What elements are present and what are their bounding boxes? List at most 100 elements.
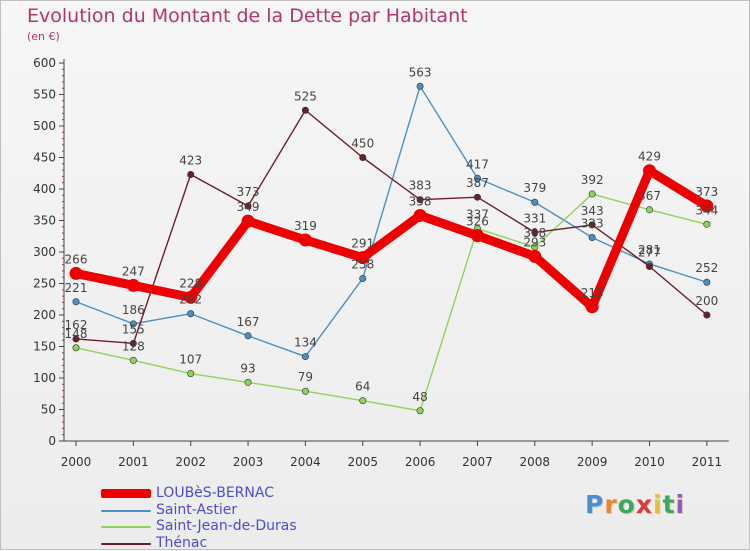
- logo-letter: r: [604, 490, 618, 519]
- data-point: [184, 290, 198, 304]
- data-label: 134: [294, 336, 317, 350]
- data-label: 423: [179, 154, 202, 168]
- series-lines: [69, 82, 714, 415]
- x-tick-label: 2004: [290, 455, 321, 469]
- y-tick-label: 100: [33, 371, 56, 385]
- data-point: [129, 339, 137, 347]
- data-label: 429: [638, 150, 661, 164]
- data-point: [588, 221, 596, 229]
- data-label: 563: [409, 65, 432, 79]
- y-tick-label: 150: [33, 340, 56, 354]
- data-label: 277: [638, 245, 661, 259]
- data-point: [187, 310, 195, 318]
- x-tick-label: 2003: [233, 455, 264, 469]
- data-label: 93: [240, 361, 255, 375]
- data-label: 202: [179, 293, 202, 307]
- legend-swatch: [101, 509, 151, 512]
- data-point: [72, 298, 80, 306]
- data-label: 293: [523, 235, 546, 249]
- x-tick-label: 2005: [347, 455, 378, 469]
- data-point: [588, 234, 596, 242]
- data-label: 383: [409, 179, 432, 193]
- data-label: 373: [237, 185, 260, 199]
- data-label: 213: [581, 286, 604, 300]
- data-point: [645, 262, 653, 270]
- data-label: 337: [466, 208, 489, 222]
- x-tick-label: 2009: [577, 455, 608, 469]
- data-label: 281: [638, 243, 661, 257]
- logo-letter: P: [585, 490, 605, 519]
- data-label: 167: [237, 315, 260, 329]
- data-point: [244, 332, 252, 340]
- data-label: 344: [695, 203, 718, 217]
- data-label: 319: [294, 219, 317, 233]
- data-label: 331: [523, 211, 546, 225]
- data-label: 373: [695, 185, 718, 199]
- series-line: [71, 166, 712, 312]
- data-label: 308: [523, 226, 546, 240]
- data-label: 148: [65, 327, 88, 341]
- y-tick-label: 350: [33, 214, 56, 228]
- y-tick-label: 400: [33, 182, 56, 196]
- data-point: [645, 206, 653, 214]
- data-point: [470, 229, 484, 243]
- data-label: 155: [122, 322, 145, 336]
- data-point: [359, 154, 367, 162]
- logo-letter: i: [653, 490, 663, 519]
- data-label: 252: [695, 261, 718, 275]
- proxiti-logo: Proxiti: [585, 490, 685, 519]
- data-label: 323: [581, 217, 604, 231]
- chart-title: Evolution du Montant de la Dette par Hab…: [27, 5, 468, 27]
- y-tick-label: 0: [48, 434, 56, 448]
- x-tick-label: 2010: [634, 455, 665, 469]
- data-point: [241, 214, 255, 228]
- legend-swatch: [101, 526, 151, 528]
- legend-swatch: [101, 542, 151, 545]
- data-label: 200: [695, 294, 718, 308]
- data-label: 450: [351, 137, 374, 151]
- data-label: 107: [179, 353, 202, 367]
- y-tick-label: 600: [33, 56, 56, 70]
- data-label: 64: [355, 380, 370, 394]
- data-point: [69, 266, 83, 280]
- data-point: [298, 233, 312, 247]
- data-point: [72, 344, 80, 352]
- data-point: [416, 196, 424, 204]
- data-point: [643, 164, 656, 178]
- y-tick-label: 200: [33, 308, 56, 322]
- data-label: 343: [581, 204, 604, 218]
- data-point: [703, 311, 711, 319]
- x-tick-label: 2001: [118, 455, 149, 469]
- data-point: [187, 171, 195, 179]
- data-label: 417: [466, 157, 489, 171]
- data-label: 266: [65, 252, 88, 266]
- data-label: 326: [466, 215, 489, 229]
- data-point: [703, 278, 711, 286]
- data-label: 291: [351, 237, 374, 251]
- data-label: 367: [638, 189, 661, 203]
- data-label: 258: [351, 257, 374, 271]
- data-label: 358: [409, 194, 432, 208]
- data-label: 247: [122, 264, 145, 278]
- x-tick-label: 2011: [692, 455, 723, 469]
- data-point: [413, 208, 427, 222]
- data-label: 186: [122, 303, 145, 317]
- series-line: [75, 109, 708, 345]
- data-point: [129, 356, 137, 364]
- series-line: [75, 85, 708, 358]
- legend-label: Saint-Jean-de-Duras: [156, 518, 297, 534]
- logo-letter: x: [635, 490, 653, 519]
- data-label: 48: [412, 390, 427, 404]
- data-label: 228: [179, 276, 202, 290]
- logo-letter: o: [617, 490, 636, 519]
- data-point: [244, 378, 252, 386]
- data-point: [528, 249, 542, 263]
- x-tick-label: 2008: [520, 455, 551, 469]
- legend-label: LOUBèS-BERNAC: [156, 485, 274, 501]
- data-label: 392: [581, 173, 604, 187]
- data-point: [359, 397, 367, 405]
- data-point: [531, 228, 539, 236]
- chart-axes: 0 50 100 150 200 250 300 350 400 450 500 550 600 2000…: [33, 56, 729, 469]
